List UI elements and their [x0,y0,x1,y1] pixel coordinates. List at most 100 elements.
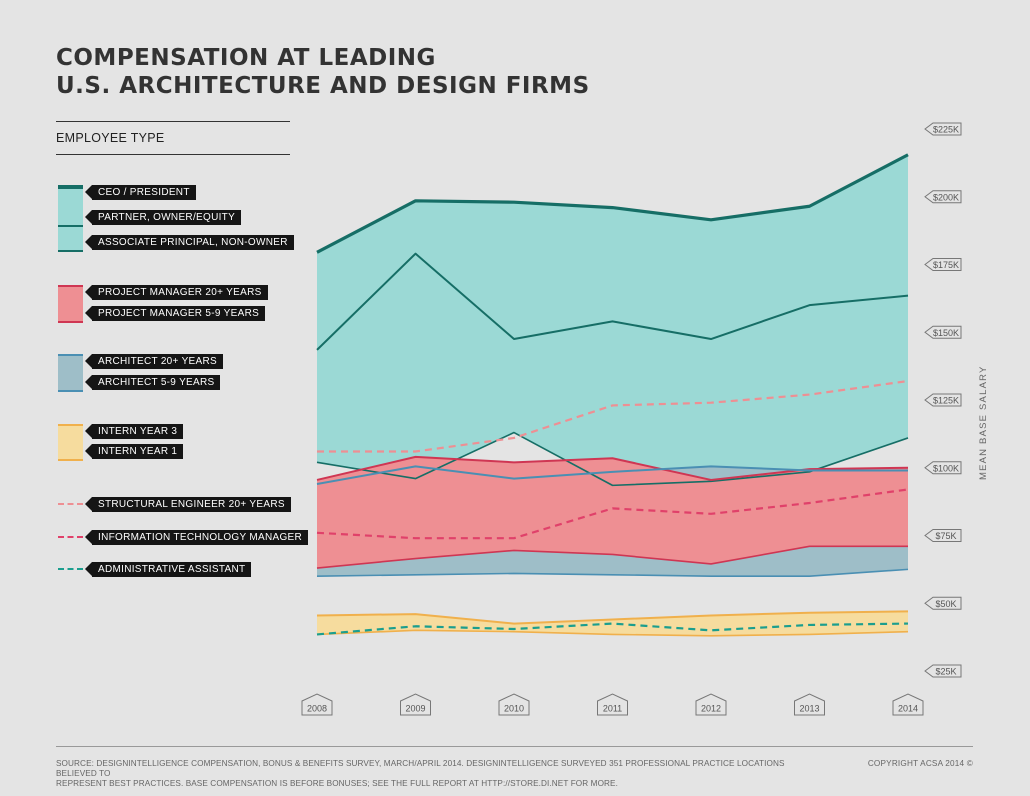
y-tick-150k: $150K [924,325,962,339]
legend-marker-architect-20-years [58,354,83,356]
y-tick-125k: $125K [924,393,962,407]
legend-marker-partner-owner-equity [58,225,83,227]
copyright: COPYRIGHT ACSA 2014 © [867,759,973,768]
legend-label: PROJECT MANAGER 20+ YEARS [85,285,268,300]
legend-item-project-manager-20-years: PROJECT MANAGER 20+ YEARS [85,285,268,300]
legend-item-partner-owner-equity: PARTNER, OWNER/EQUITY [84,210,242,225]
chart-title-line2: U.S. ARCHITECTURE AND DESIGN FIRMS [56,73,590,99]
line-intern-year-3 [316,610,909,625]
legend-label: STRUCTURAL ENGINEER 20+ YEARS [85,497,291,512]
line-information-technology-manager [316,488,909,540]
x-tick-2013: 2013 [794,693,825,716]
legend-label: INTERN YEAR 3 [84,424,184,439]
line-project-manager-5-9-years [316,545,908,569]
y-tick-tag [924,596,962,610]
legend-label: ARCHITECT 20+ YEARS [85,354,223,369]
legend-label: ADMINISTRATIVE ASSISTANT [84,562,252,577]
legend-label: CEO / PRESIDENT [85,185,196,200]
line-administrative-assistant [316,622,909,636]
x-tick-2012: 2012 [695,693,727,716]
legend-swatch-intern-year-3 [58,424,83,460]
line-architect-20-years [316,465,908,485]
x-tick-label: 2014 [898,704,918,714]
legend-marker-associate-principal-non-owner [58,250,83,252]
chart-title-line1: COMPENSATION AT LEADING [56,45,436,71]
legend-item-information-technology-manager: INFORMATION TECHNOLOGY MANAGER [84,530,309,545]
x-tick-label: 2012 [701,704,721,714]
x-tick-tag [892,693,924,716]
x-tick-2010: 2010 [498,693,530,716]
line-associate-principal-non-owner [316,431,909,487]
legend-item-associate-principal-non-owner: ASSOCIATE PRINCIPAL, NON-OWNER [85,235,294,250]
y-tick-label: $75K [935,531,956,541]
y-tick-tag [924,461,962,475]
y-tick-tag [924,190,962,204]
legend-top-rule [56,121,290,122]
y-tick-label: $125K [933,396,959,406]
y-tick-50k: $50K [924,596,962,610]
legend-swatch-ceo-president [58,185,83,251]
legend-swatch-architect-20-years [58,354,83,391]
y-tick-tag [924,258,962,271]
legend-label: INFORMATION TECHNOLOGY MANAGER [84,530,309,545]
y-tick-175k: $175K [924,258,962,271]
source-line-2: REPRESENT BEST PRACTICES. BASE COMPENSAT… [56,779,618,788]
line-architect-5-9-years [316,568,909,577]
y-tick-label: $50K [935,599,956,609]
line-intern-year-1 [316,629,909,637]
legend-marker-architect-5-9-years [58,390,83,392]
x-tick-tag [794,693,825,716]
y-tick-tag [924,529,962,542]
legend-item-architect-20-years: ARCHITECT 20+ YEARS [85,354,223,369]
x-tick-2014: 2014 [892,693,924,716]
legend-item-administrative-assistant: ADMINISTRATIVE ASSISTANT [84,562,252,577]
band-intern-year-3 [317,611,908,636]
legend-marker-project-manager-20-years [58,285,83,287]
y-tick-tag [924,325,962,339]
y-tick-label: $200K [933,192,959,202]
x-tick-label: 2011 [603,704,622,714]
x-tick-tag [597,693,628,716]
legend-marker-project-manager-5-9-years [58,321,83,323]
legend-marker-structural-engineer-20-years [58,503,83,505]
y-tick-200k: $200K [924,190,962,204]
legend-marker-ceo-president [58,185,83,189]
y-tick-tag [924,393,962,407]
chart-title: COMPENSATION AT LEADING U.S. ARCHITECTUR… [56,44,656,100]
line-ceo-president [316,153,909,254]
x-tick-tag [695,693,727,716]
x-tick-label: 2013 [799,704,819,714]
band-project-manager-20-years [317,456,908,569]
y-tick-25k: $25K [924,664,962,678]
x-tick-label: 2009 [405,704,425,714]
legend-marker-administrative-assistant [58,568,83,570]
y-tick-225k: $225K [924,122,962,136]
x-tick-tag [301,693,333,716]
legend-item-intern-year-3: INTERN YEAR 3 [84,424,184,439]
legend-label: PARTNER, OWNER/EQUITY [84,210,242,225]
legend-marker-information-technology-manager [58,536,83,538]
legend-label: PROJECT MANAGER 5-9 YEARS [84,306,266,321]
legend-item-architect-5-9-years: ARCHITECT 5-9 YEARS [84,375,221,390]
y-tick-label: $100K [933,463,959,473]
line-structural-engineer-20-years [317,379,909,453]
x-tick-label: 2008 [307,704,327,714]
y-tick-label: $175K [933,260,959,270]
legend-heading: EMPLOYEE TYPE [56,131,165,145]
y-tick-tag [924,122,962,136]
footer-rule [56,746,973,747]
y-tick-label: $225K [933,125,959,135]
y-axis-title: MEAN BASE SALARY [978,365,989,480]
x-tick-2009: 2009 [400,693,431,716]
x-tick-tag [498,693,530,716]
legend-marker-intern-year-3 [58,424,83,426]
x-tick-2011: 2011 [597,693,628,716]
legend-label: INTERN YEAR 1 [84,444,184,459]
line-project-manager-20-years [316,455,909,481]
legend-item-project-manager-5-9-years: PROJECT MANAGER 5-9 YEARS [84,306,266,321]
line-partner-owner-equity [316,252,909,351]
legend-label: ARCHITECT 5-9 YEARS [84,375,221,390]
legend-bottom-rule [56,154,290,155]
legend-item-ceo-president: CEO / PRESIDENT [85,185,196,200]
